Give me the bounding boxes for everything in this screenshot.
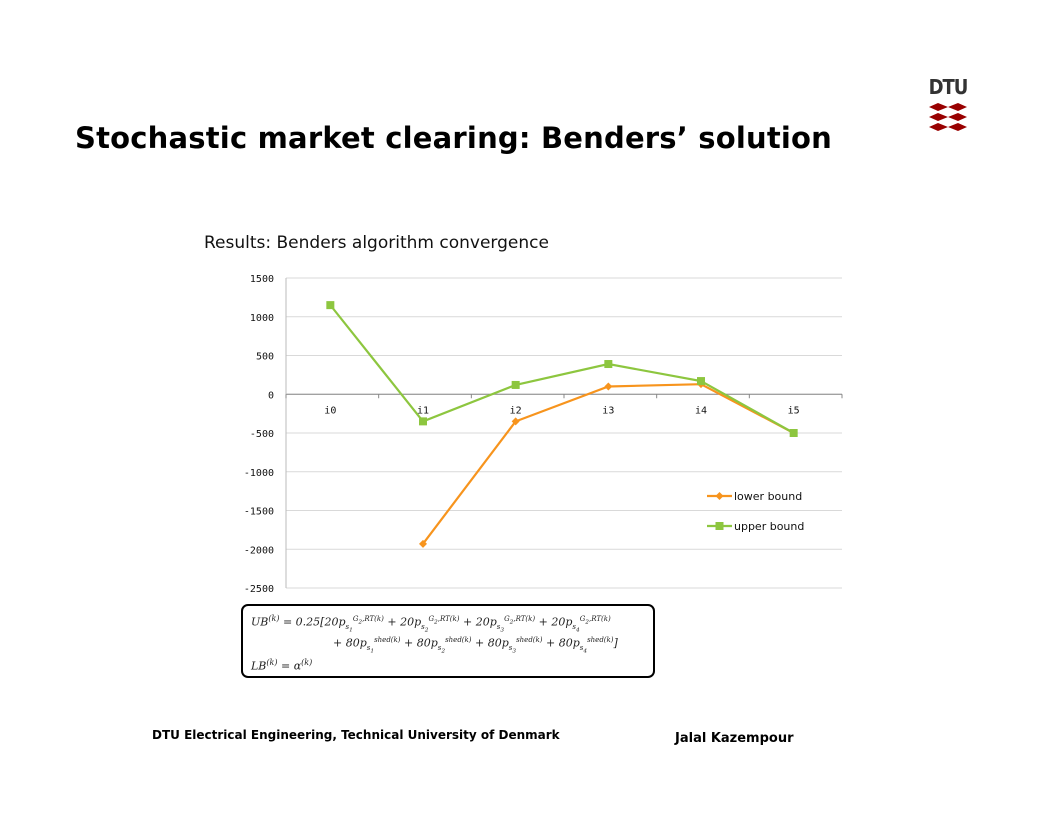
y-tick-label: -2000 (244, 545, 274, 556)
logo-diamond-row (929, 113, 967, 121)
y-tick-label: -500 (250, 429, 274, 440)
series-line-upper-bound (329, 304, 795, 434)
y-tick-label: 1500 (250, 274, 274, 285)
logo-emblem-icon (929, 103, 967, 131)
data-point-lower-bound (419, 539, 427, 548)
footer-institution: DTU Electrical Engineering, Technical Un… (152, 728, 560, 742)
chart-title: Results: Benders algorithm convergence (204, 233, 549, 253)
data-point-lower-bound (604, 382, 613, 391)
y-tick-label: 0 (268, 390, 274, 401)
x-tick-label: i2 (510, 405, 522, 416)
ub-equation-line1: UB(k) = 0.25[20ps1G2,RT(k) + 20ps2G2,RT(… (251, 614, 611, 634)
x-tick-label: i1 (417, 405, 429, 416)
logo-diamond-row (929, 123, 967, 131)
legend-label: upper bound (734, 520, 804, 533)
legend-marker (715, 522, 724, 530)
equation-box: UB(k) = 0.25[20ps1G2,RT(k) + 20ps2G2,RT(… (241, 604, 655, 678)
data-point-upper-bound (789, 429, 798, 437)
data-point-upper-bound (511, 380, 520, 389)
y-tick-label: 500 (256, 352, 274, 363)
lb-equation: LB(k) = α(k) (251, 658, 313, 673)
logo-diamond-row (929, 103, 967, 111)
data-point-upper-bound (419, 417, 427, 426)
ub-equation-line2: + 80ps1shed(k) + 80ps2shed(k) + 80ps3she… (333, 636, 618, 655)
data-point-lower-bound (511, 417, 520, 426)
x-tick-label: i0 (324, 405, 336, 416)
slide-title: Stochastic market clearing: Benders’ sol… (75, 121, 833, 155)
data-point-upper-bound (604, 360, 613, 369)
legend-marker (715, 492, 724, 500)
footer-author: Jalal Kazempour (675, 731, 794, 746)
data-point-upper-bound (326, 301, 335, 310)
y-tick-label: -1500 (244, 507, 274, 518)
x-tick-label: i4 (695, 405, 707, 416)
y-tick-label: 1000 (250, 313, 274, 324)
x-tick-label: i5 (788, 405, 800, 416)
dtu-logo: DTU (927, 75, 969, 135)
data-point-upper-bound (697, 377, 705, 386)
x-tick-label: i3 (602, 405, 614, 416)
y-tick-label: -1000 (244, 468, 274, 479)
legend-label: lower bound (734, 490, 802, 503)
logo-text: DTU (928, 75, 969, 99)
y-tick-label: -2500 (244, 584, 274, 595)
